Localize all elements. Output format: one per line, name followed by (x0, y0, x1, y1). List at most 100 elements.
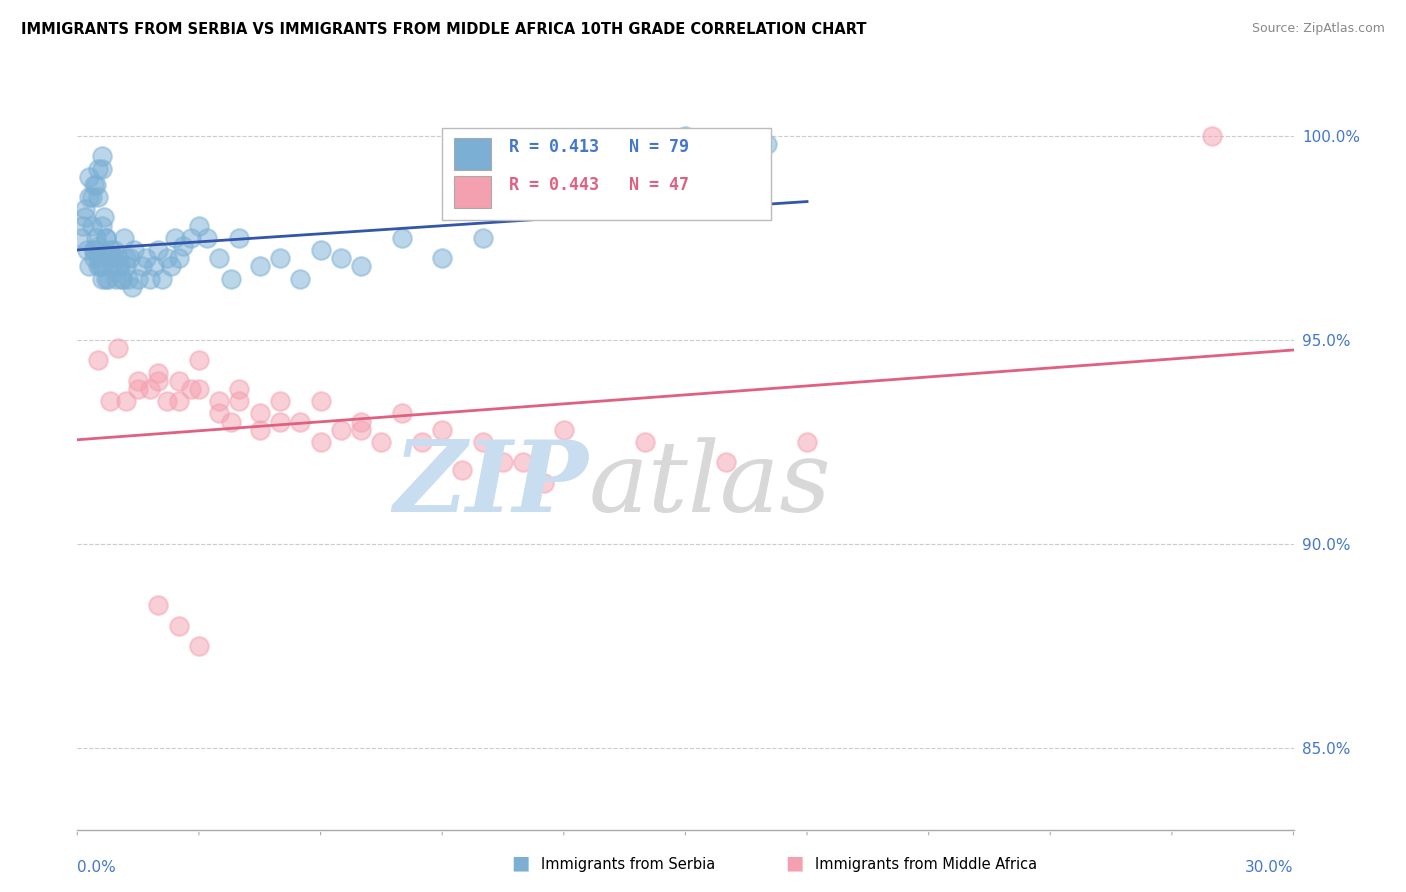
Point (115, 252, 138, 266)
Point (86, 190, 108, 204)
Point (180, 382, 202, 396)
Point (675, 128, 697, 143)
Point (148, 243, 170, 257)
Point (70, 231, 93, 245)
Point (111, 271, 134, 285)
Point (94, 231, 117, 245)
Point (115, 260, 138, 274)
Point (195, 231, 218, 245)
Point (269, 394, 291, 409)
Point (167, 374, 190, 388)
Point (127, 271, 149, 285)
Point (131, 260, 153, 274)
Point (148, 374, 170, 388)
Point (121, 280, 143, 294)
Point (269, 252, 291, 266)
Point (143, 260, 166, 274)
Text: ■: ■ (510, 854, 530, 872)
Point (714, 455, 737, 469)
Point (86, 161, 108, 176)
Point (180, 231, 202, 245)
Point (117, 271, 139, 285)
Point (391, 406, 413, 420)
Point (135, 252, 157, 266)
Point (228, 382, 250, 396)
Point (122, 243, 145, 257)
Point (139, 382, 162, 396)
Point (90, 161, 112, 176)
Point (249, 423, 271, 437)
Point (188, 382, 211, 396)
Point (152, 271, 174, 285)
Text: Immigrants from Serbia: Immigrants from Serbia (541, 857, 716, 872)
Point (208, 252, 231, 266)
Point (309, 394, 332, 409)
Bar (454, 137, 491, 169)
Text: ZIP: ZIP (394, 436, 588, 533)
Point (80, 190, 103, 204)
Point (167, 618, 190, 632)
Point (329, 252, 352, 266)
Point (163, 231, 186, 245)
Point (796, 434, 818, 449)
Point (90, 260, 112, 274)
Bar (454, 176, 491, 208)
Point (430, 423, 453, 437)
Point (159, 260, 181, 274)
Point (1201, 128, 1223, 143)
Point (755, 136, 778, 151)
Point (148, 598, 170, 612)
Point (155, 394, 177, 409)
Point (221, 415, 243, 429)
Point (84, 231, 107, 245)
Point (83, 252, 105, 266)
Point (188, 219, 211, 233)
Point (83, 178, 105, 192)
Point (188, 353, 211, 368)
Point (80, 219, 103, 233)
Point (98, 243, 121, 257)
Point (103, 252, 125, 266)
Point (350, 423, 373, 437)
Point (94, 271, 117, 285)
Text: 30.0%: 30.0% (1246, 860, 1294, 875)
Point (269, 415, 291, 429)
Point (79, 260, 101, 274)
Point (86, 353, 108, 368)
Point (79, 169, 101, 184)
Point (90, 149, 112, 163)
Y-axis label: 10th Grade: 10th Grade (0, 402, 7, 490)
Point (391, 231, 413, 245)
Point (249, 406, 271, 420)
Point (83, 243, 105, 257)
Point (101, 260, 124, 274)
Text: R = 0.443   N = 47: R = 0.443 N = 47 (509, 176, 689, 194)
Point (103, 243, 125, 257)
Point (89, 260, 111, 274)
Point (167, 394, 190, 409)
Point (98, 252, 121, 266)
Point (127, 374, 149, 388)
Point (634, 434, 657, 449)
Point (471, 434, 494, 449)
Point (492, 455, 515, 469)
Point (553, 423, 575, 437)
Point (221, 271, 243, 285)
Point (86, 260, 108, 274)
Point (309, 243, 332, 257)
Point (112, 231, 135, 245)
Point (350, 415, 373, 429)
Text: ■: ■ (785, 854, 804, 872)
Point (208, 406, 231, 420)
Text: atlas: atlas (588, 437, 831, 532)
Point (75, 211, 97, 225)
Text: Source: ZipAtlas.com: Source: ZipAtlas.com (1251, 22, 1385, 36)
Point (115, 394, 138, 409)
FancyBboxPatch shape (441, 128, 770, 219)
Point (104, 271, 127, 285)
Point (188, 639, 211, 653)
Point (290, 415, 312, 429)
Text: 0.0%: 0.0% (77, 860, 117, 875)
Point (350, 260, 373, 274)
Text: Immigrants from Middle Africa: Immigrants from Middle Africa (815, 857, 1038, 872)
